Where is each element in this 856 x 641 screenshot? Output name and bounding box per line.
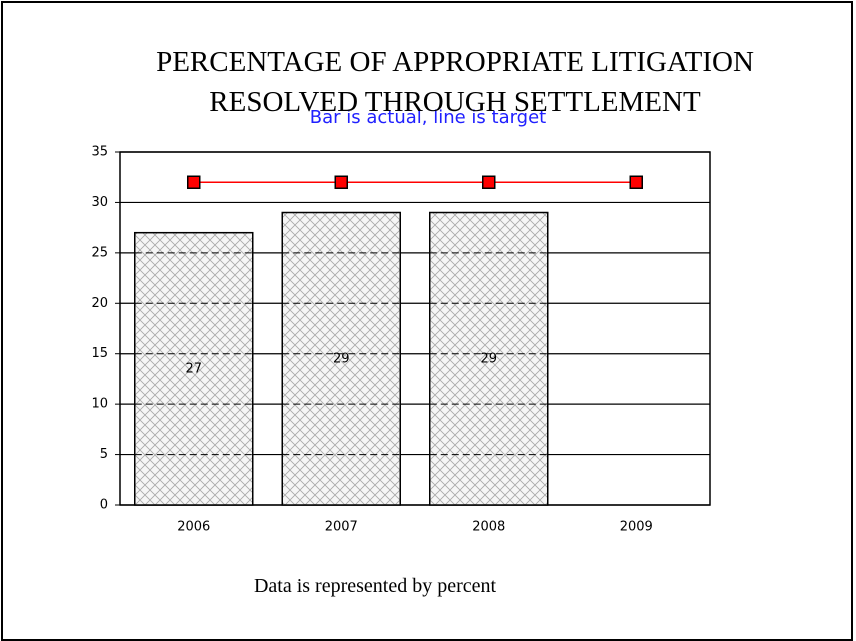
chart: Bar is actual, line is target 0 5 10 15 20 25… <box>91 107 711 535</box>
data-label: 29 <box>333 351 350 366</box>
target-marker <box>629 175 643 190</box>
target-marker <box>187 175 201 190</box>
chart-title: PERCENTAGE OF APPROPRIATE LITIGATION RES… <box>156 46 754 118</box>
y-tick-label: 30 <box>91 195 108 210</box>
x-tick-label: 2008 <box>472 520 505 535</box>
chart-subtitle: Bar is actual, line is target <box>310 107 547 128</box>
y-tick-label: 10 <box>91 397 108 412</box>
x-tick-label: 2007 <box>325 520 358 535</box>
y-tick-label: 20 <box>91 296 108 311</box>
x-tick-label: 2006 <box>177 520 210 535</box>
data-label: 27 <box>185 361 202 376</box>
y-tick-label: 25 <box>91 245 108 260</box>
bar <box>429 211 549 506</box>
x-tick-label: 2009 <box>620 520 653 535</box>
target-marker <box>334 175 348 190</box>
bar <box>281 211 401 506</box>
y-tick-label: 35 <box>91 145 108 160</box>
target-marker <box>482 175 496 190</box>
bar <box>134 231 254 506</box>
y-tick-label: 15 <box>91 346 108 361</box>
y-tick-label: 0 <box>100 498 108 513</box>
chart-note: Data is represented by percent <box>253 575 497 597</box>
y-tick-label: 5 <box>100 447 108 462</box>
data-label: 29 <box>480 351 497 366</box>
